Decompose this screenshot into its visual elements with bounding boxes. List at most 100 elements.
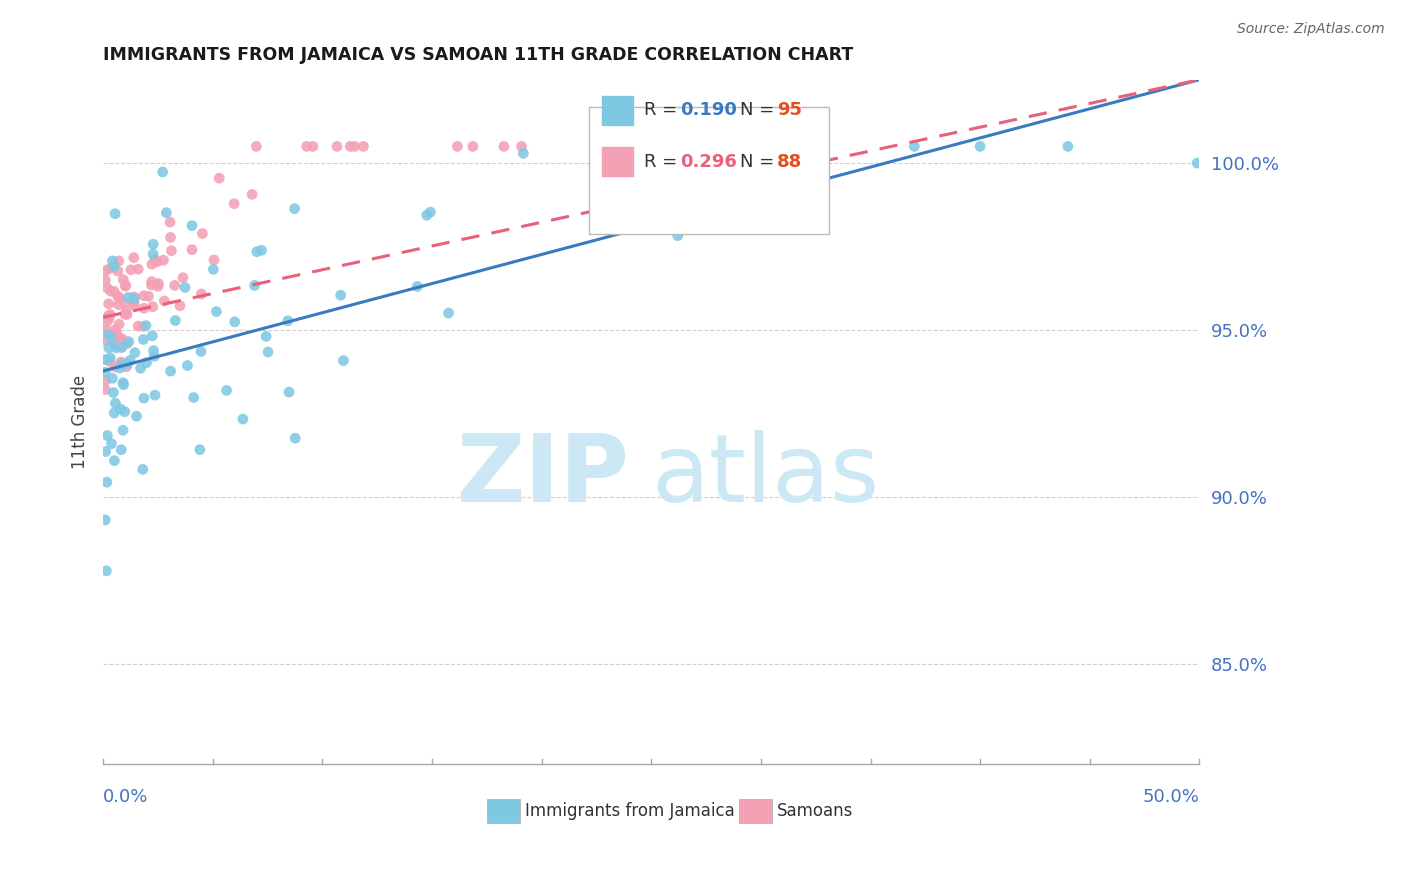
Point	[277, 314, 299, 328]
Point	[97, 281, 120, 295]
Point	[118, 334, 141, 349]
Point	[103, 385, 125, 400]
Point	[142, 237, 165, 252]
Point	[903, 139, 925, 153]
Point	[437, 306, 460, 320]
Point	[132, 301, 155, 316]
Point	[105, 326, 128, 340]
Point	[738, 139, 761, 153]
Point	[138, 289, 160, 303]
Point	[142, 343, 165, 358]
Point	[682, 139, 704, 153]
Point	[132, 391, 155, 405]
Point	[110, 402, 132, 417]
Point	[141, 275, 163, 289]
Point	[94, 373, 117, 387]
Point	[96, 315, 118, 329]
Point	[115, 359, 138, 374]
Point	[245, 139, 267, 153]
Point	[246, 244, 269, 259]
Point	[104, 207, 127, 221]
Text: 50.0%: 50.0%	[1143, 788, 1199, 805]
Point	[104, 359, 127, 374]
Point	[132, 289, 155, 303]
Point	[101, 253, 124, 268]
Point	[97, 341, 120, 355]
Point	[132, 333, 155, 347]
Point	[96, 564, 118, 578]
FancyBboxPatch shape	[589, 107, 830, 234]
Text: N =: N =	[740, 153, 780, 170]
Point	[104, 396, 127, 410]
Point	[969, 139, 991, 153]
Point	[131, 462, 153, 476]
Point	[105, 336, 128, 351]
Point	[120, 353, 142, 368]
Point	[143, 388, 166, 402]
Text: atlas: atlas	[651, 431, 880, 523]
Text: 88: 88	[778, 153, 803, 170]
Point	[339, 139, 361, 153]
Point	[295, 139, 318, 153]
Point	[257, 345, 280, 359]
Point	[155, 205, 177, 219]
Point	[107, 264, 129, 278]
Point	[100, 332, 122, 346]
Point	[94, 383, 117, 397]
Point	[103, 453, 125, 467]
Point	[146, 279, 169, 293]
Point	[97, 310, 120, 325]
Point	[1056, 139, 1078, 153]
Point	[115, 304, 138, 318]
Point	[98, 351, 121, 365]
Point	[110, 332, 132, 346]
Point	[124, 298, 146, 312]
Point	[492, 139, 515, 153]
Point	[621, 184, 644, 198]
Point	[127, 319, 149, 334]
Point	[188, 442, 211, 457]
Point	[110, 442, 132, 457]
Point	[169, 299, 191, 313]
Point	[98, 354, 121, 368]
Point	[108, 361, 131, 376]
Point	[302, 139, 325, 153]
Point	[122, 292, 145, 306]
Point	[107, 298, 129, 312]
Text: 0.0%: 0.0%	[103, 788, 149, 805]
Point	[96, 475, 118, 490]
Point	[115, 308, 138, 322]
Point	[326, 139, 349, 153]
Point	[94, 263, 117, 277]
Point	[769, 139, 792, 153]
Point	[141, 277, 163, 292]
Point	[103, 406, 125, 420]
Point	[152, 165, 174, 179]
Point	[785, 139, 807, 153]
Point	[461, 139, 484, 153]
Point	[146, 254, 169, 268]
Point	[352, 139, 374, 153]
Point	[100, 436, 122, 450]
Text: Samoans: Samoans	[778, 802, 853, 820]
Point	[284, 431, 307, 445]
Point	[94, 365, 117, 379]
Point	[202, 252, 225, 267]
Point	[181, 219, 204, 233]
Point	[159, 215, 181, 229]
Text: Immigrants from Jamaica: Immigrants from Jamaica	[526, 802, 735, 820]
Point	[406, 279, 429, 293]
Text: 95: 95	[778, 102, 803, 120]
Point	[107, 291, 129, 305]
Text: ZIP: ZIP	[457, 431, 630, 523]
Point	[105, 338, 128, 352]
Point	[243, 278, 266, 293]
Point	[232, 412, 254, 426]
Point	[114, 296, 136, 310]
Point	[332, 353, 354, 368]
Point	[117, 290, 139, 304]
FancyBboxPatch shape	[486, 798, 520, 823]
Point	[108, 318, 131, 332]
Point	[125, 409, 148, 424]
Point	[114, 405, 136, 419]
